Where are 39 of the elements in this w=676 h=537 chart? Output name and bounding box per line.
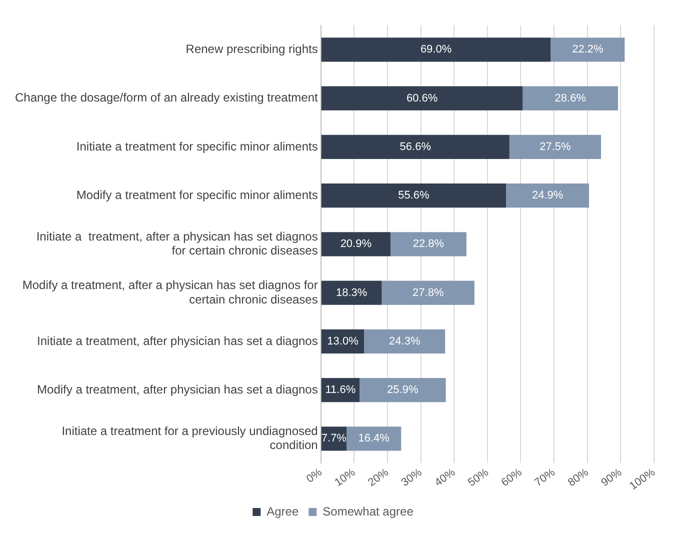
data-label: 22.8% (412, 238, 444, 250)
x-tick-label: 10% (332, 466, 358, 490)
y-tick-label: Initiate a treatment, after physician has set a diagnos (37, 334, 318, 348)
data-label: 28.6% (554, 92, 586, 104)
x-tick-label: 50% (466, 466, 492, 490)
data-label: 24.3% (389, 335, 420, 348)
data-label: 7.7% (321, 432, 347, 445)
x-tick-label: 70% (532, 466, 558, 490)
data-label: 69.0% (420, 44, 452, 56)
data-label: 24.9% (532, 190, 564, 202)
x-tick-label: 60% (499, 466, 524, 490)
data-label: 16.4% (358, 432, 390, 445)
x-tick-label: 20% (366, 466, 392, 490)
x-tick-label: 90% (599, 466, 624, 490)
data-label: 18.3% (336, 286, 368, 299)
data-label: 22.2% (572, 44, 604, 56)
legend-label: Agree (266, 504, 299, 518)
x-tick-label: 40% (432, 466, 458, 490)
data-label: 27.8% (412, 286, 444, 299)
y-tick-label: Renew prescribing rights (186, 42, 318, 56)
data-label: 56.6% (400, 140, 432, 153)
y-tick-label: Change the dosage/form of an already existing treatment (14, 90, 318, 105)
legend-label: Somewhat agree (322, 504, 414, 518)
x-tick-label: 0% (304, 466, 324, 486)
data-label: 27.5% (540, 140, 572, 153)
data-label: 55.6% (398, 190, 430, 202)
data-label: 25.9% (387, 384, 418, 396)
y-tick-label: Initiate a treatment, after a physican has set diagnos for certain chronic diseases (36, 229, 318, 258)
x-tick-label: 30% (399, 466, 424, 490)
y-tick-label: Modify a treatment for specific minor aliments (76, 188, 318, 202)
data-label: 11.6% (325, 384, 356, 396)
x-tick-label: 80% (566, 466, 592, 490)
y-tick-label: Modify a treatment, after a physican has set diagnos for certain chronic diseases (22, 278, 318, 306)
y-tick-label: Modify a treatment, after physician has set a diagnos (37, 382, 318, 396)
y-tick-label: Initiate a treatment for specific minor aliments (76, 139, 318, 154)
data-label: 20.9% (340, 238, 372, 250)
data-label: 60.6% (406, 92, 438, 104)
data-label: 13.0% (327, 335, 359, 348)
y-tick-label: Initiate a treatment for a previously undiagnosed condition (62, 424, 318, 452)
